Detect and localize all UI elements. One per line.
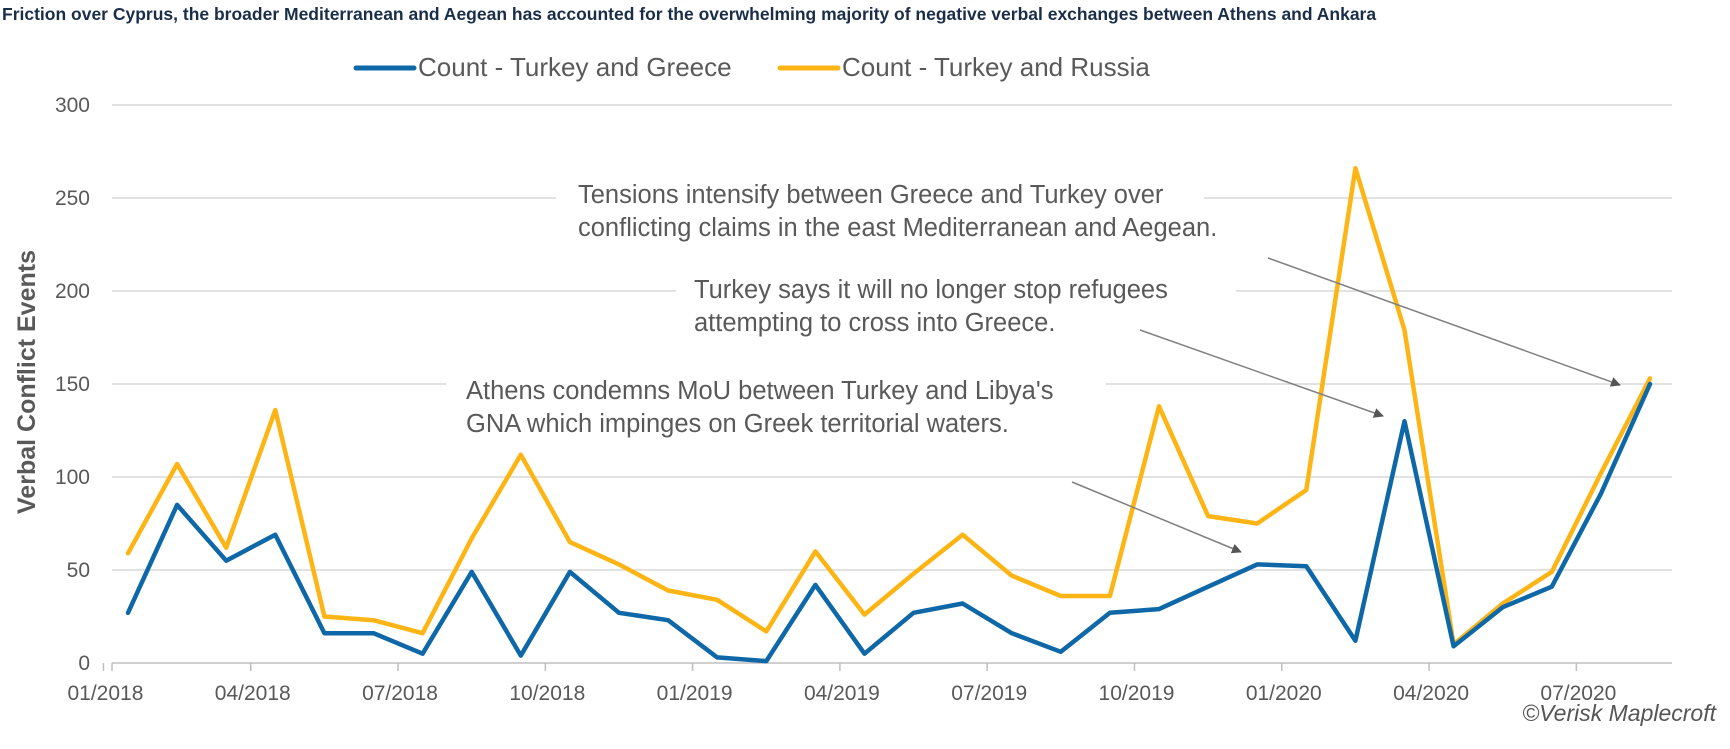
annotation-backdrop	[446, 376, 1106, 446]
annotation-text: attempting to cross into Greece.	[694, 309, 1055, 337]
x-tick-label: 10/2018	[509, 682, 585, 705]
page-title: Friction over Cyprus, the broader Medite…	[2, 4, 1377, 24]
annotation-text: Turkey says it will no longer stop refug…	[694, 276, 1168, 304]
y-tick-label: 50	[67, 559, 90, 582]
annotation-text: conflicting claims in the east Mediterra…	[578, 214, 1217, 242]
legend: Count - Turkey and Greece Count - Turkey …	[353, 52, 1150, 82]
x-tick-label: 01/2019	[657, 682, 733, 705]
series-line-count-turkey-and-greece	[125, 381, 1653, 664]
y-tick-label: 250	[55, 187, 90, 210]
annotation-arrow	[1071, 481, 1242, 554]
annotation-text: Athens condemns MoU between Turkey and L…	[466, 377, 1053, 405]
y-tick-label: 150	[55, 373, 90, 396]
x-tick-label: 07/2019	[951, 682, 1027, 705]
y-tick-labels: 0 50 100 150 200 250 300	[55, 94, 90, 675]
x-tick-label: 04/2020	[1393, 682, 1469, 705]
annotation-text: GNA which impinges on Greek territorial …	[466, 410, 1009, 438]
y-tick-label: 0	[78, 652, 90, 675]
x-tick-label: 01/2020	[1246, 682, 1322, 705]
x-tick-label: 01/2018	[67, 682, 143, 705]
annotation-backdrop	[676, 275, 1236, 345]
credit-text: ©Verisk Maplecroft	[1522, 700, 1716, 726]
legend-label: Count - Turkey and Russia	[842, 52, 1150, 82]
legend-label: Count - Turkey and Greece	[418, 52, 732, 82]
annotation-text: Tensions intensify between Greece and Tu…	[578, 181, 1164, 209]
x-tick-labels: 01/2018 04/2018 07/2018 10/2018 01/2019 04/20…	[67, 663, 1616, 705]
series-group	[125, 165, 1653, 664]
series-line-count-turkey-and-russia	[125, 165, 1653, 647]
x-tick-label: 04/2018	[215, 682, 291, 705]
annotation-arrow	[1267, 257, 1621, 387]
y-tick-label: 200	[55, 280, 90, 303]
y-axis-label: Verbal Conflict Events	[13, 250, 41, 514]
x-tick-label: 07/2018	[362, 682, 438, 705]
annotations: Tensions intensify between Greece and Tu…	[446, 180, 1621, 554]
annotation-arrow	[1139, 329, 1384, 418]
x-tick-label: 04/2019	[804, 682, 880, 705]
y-tick-label: 300	[55, 94, 90, 117]
x-tick-label: 10/2019	[1099, 682, 1175, 705]
x-tick-label: 07/2020	[1540, 682, 1616, 705]
annotation-backdrop	[556, 180, 1204, 250]
y-tick-label: 100	[55, 466, 90, 489]
